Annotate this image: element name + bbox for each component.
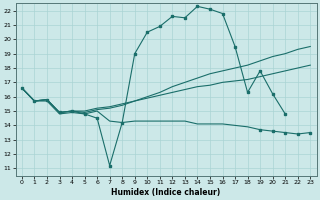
X-axis label: Humidex (Indice chaleur): Humidex (Indice chaleur) (111, 188, 221, 197)
